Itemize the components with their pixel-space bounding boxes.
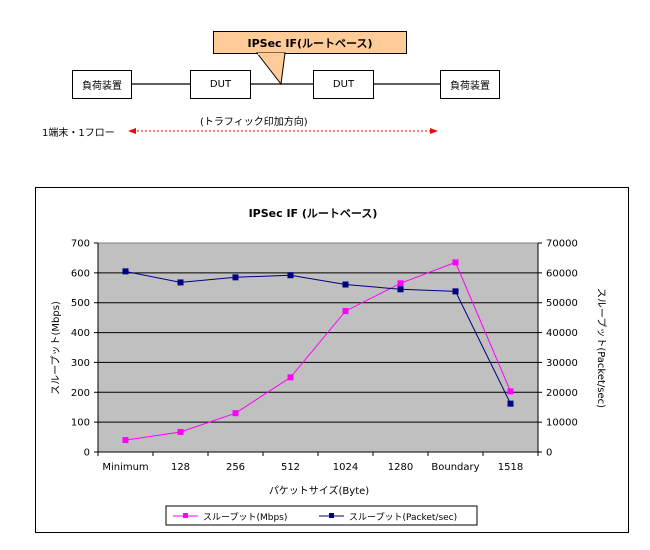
right-load-device: 負荷装置 <box>440 70 500 99</box>
x-tick-label: 1518 <box>498 462 523 473</box>
data-point-pps <box>232 274 239 281</box>
dut-box-2: DUT <box>313 70 374 99</box>
x-tick-label: 1280 <box>388 462 413 473</box>
y-left-tick-label: 600 <box>71 268 90 279</box>
data-point-mbps <box>342 308 349 315</box>
data-point-pps <box>177 279 184 286</box>
callout-label: IPSec IF(ルートベース) <box>247 36 373 50</box>
data-point-pps <box>342 281 349 288</box>
y-left-tick-label: 200 <box>71 388 90 399</box>
x-tick-label: 256 <box>226 462 245 473</box>
arrow-head-right <box>430 128 438 134</box>
data-point-mbps <box>507 388 514 395</box>
axis-layer: 0 100 200 300 400 500 600 700 0 10000 20000 30000 40… <box>71 239 578 474</box>
dut1-label: DUT <box>209 79 232 90</box>
chart-svg: IPSec IF (ルートベース) 0 100 200 300 400 500 600 700… <box>50 207 607 526</box>
y-left-tick-label: 0 <box>84 448 90 459</box>
data-point-pps <box>397 286 404 293</box>
data-point-mbps <box>122 437 129 444</box>
y-right-tick-label: 0 <box>546 448 552 459</box>
data-point-pps <box>287 272 294 279</box>
y-right-tick-label: 50000 <box>546 298 578 309</box>
ipsec-callout: IPSec IF(ルートベース) <box>213 31 407 54</box>
chart-title: IPSec IF (ルートベース) <box>249 207 378 220</box>
left-load-device: 負荷装置 <box>72 70 132 99</box>
y-right-axis-label: スループット(Packet/sec) <box>595 288 607 408</box>
data-point-pps <box>122 268 129 275</box>
series-layer <box>122 259 514 444</box>
data-point-mbps <box>287 374 294 381</box>
y-left-tick-label: 300 <box>71 358 90 369</box>
y-left-tick-label: 700 <box>71 239 90 250</box>
series-line-pps <box>125 270 511 404</box>
chart-frame: IPSec IF (ルートベース) 0 100 200 300 400 500 600 700… <box>35 187 629 533</box>
x-tick-label: Minimum <box>102 462 148 473</box>
legend-label-pps: スループット(Packet/sec) <box>349 512 457 523</box>
plot-area <box>97 242 539 453</box>
x-tick-label: 512 <box>281 462 300 473</box>
dut2-label: DUT <box>332 79 355 90</box>
data-point-mbps <box>177 428 184 435</box>
dut-box-1: DUT <box>190 70 251 99</box>
x-tick-label: Boundary <box>431 462 479 473</box>
legend-marker-pps <box>329 513 334 518</box>
y-right-tick-label: 30000 <box>546 358 578 369</box>
x-axis-label: パケットサイズ(Byte) <box>269 484 369 497</box>
data-point-mbps <box>397 280 404 287</box>
left-device-label: 負荷装置 <box>82 81 122 92</box>
arrow-head-left <box>128 128 136 134</box>
y-left-tick-label: 400 <box>71 328 90 339</box>
legend-label-mbps: スループット(Mbps) <box>203 512 287 523</box>
callout-pointer <box>255 52 286 86</box>
data-point-mbps <box>452 259 459 266</box>
y-left-axis-label: スループット(Mbps) <box>50 301 62 395</box>
right-device-label: 負荷装置 <box>450 81 490 92</box>
x-tick-label: 1024 <box>333 462 358 473</box>
y-right-tick-label: 60000 <box>546 268 578 279</box>
data-point-pps <box>507 400 514 407</box>
y-right-tick-label: 10000 <box>546 418 578 429</box>
grid-layer <box>98 272 538 423</box>
diagram-lines <box>128 52 440 134</box>
legend-marker-mbps <box>183 513 188 518</box>
x-tick-label: 128 <box>171 462 190 473</box>
y-right-tick-label: 20000 <box>546 388 578 399</box>
data-point-pps <box>452 288 459 295</box>
flow-label: 1端末・1フロー <box>42 128 115 139</box>
y-right-tick-label: 70000 <box>546 239 578 250</box>
y-left-tick-label: 500 <box>71 298 90 309</box>
y-right-tick-label: 40000 <box>546 328 578 339</box>
data-point-mbps <box>232 410 239 417</box>
direction-label: (トラフィック印加方向) <box>200 117 308 128</box>
series-line-mbps <box>125 261 511 441</box>
y-left-tick-label: 100 <box>71 418 90 429</box>
legend: スループット(Mbps) スループット(Packet/sec) <box>165 505 478 526</box>
